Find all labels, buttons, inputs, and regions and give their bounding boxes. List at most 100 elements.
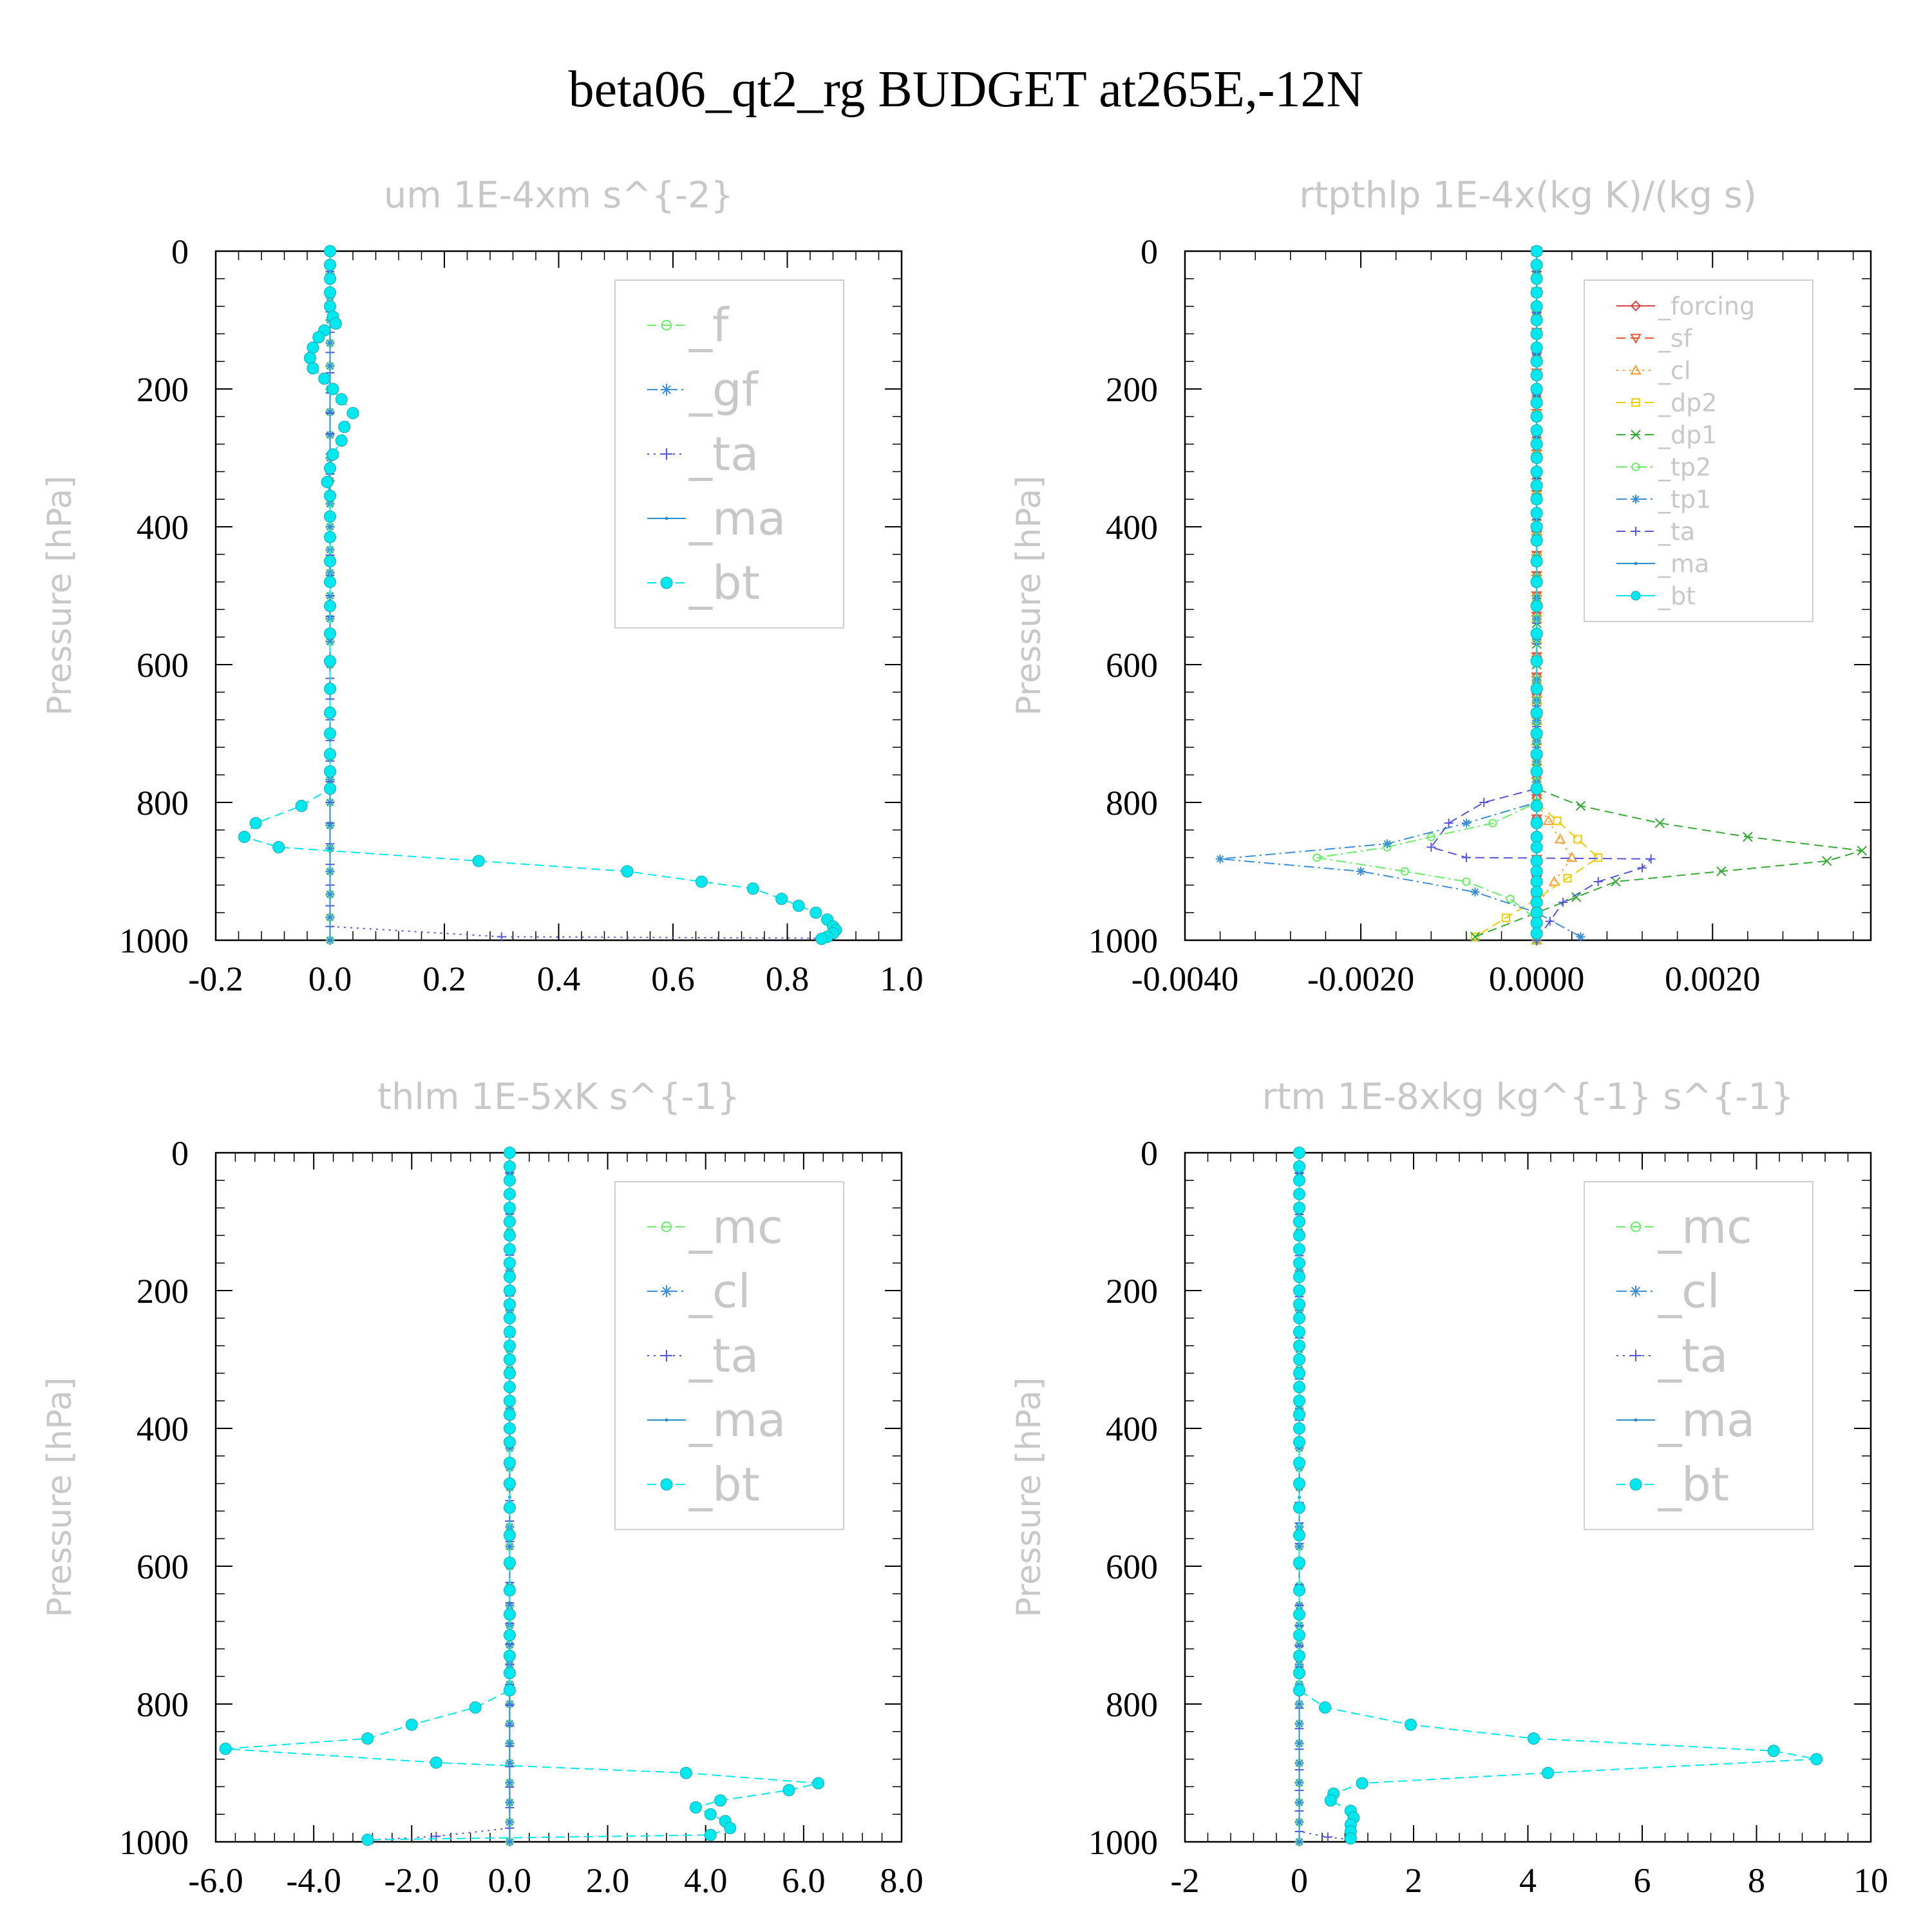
data-point — [430, 1756, 442, 1769]
legend-label: _gf — [688, 363, 759, 417]
data-point — [1530, 748, 1543, 761]
legend-label: _tp2 — [1658, 453, 1711, 481]
data-point — [1530, 831, 1543, 843]
data-point — [324, 286, 336, 299]
series-line — [1316, 251, 1538, 940]
series-bt — [238, 245, 842, 945]
data-point — [812, 1777, 825, 1790]
x-tick-label: 6.0 — [782, 1861, 826, 1900]
data-point — [1542, 815, 1555, 826]
data-point — [1383, 839, 1392, 849]
data-point — [1323, 1832, 1332, 1842]
data-point — [324, 706, 336, 719]
legend-marker — [665, 1418, 668, 1422]
legend-label: _bt — [688, 1457, 760, 1511]
legend-marker — [1630, 300, 1642, 312]
data-point — [1530, 258, 1543, 271]
data-point — [503, 1529, 516, 1542]
series-line — [372, 1153, 511, 1841]
plot-frame — [214, 1151, 903, 1843]
data-point — [324, 489, 336, 502]
data-point — [1293, 1684, 1305, 1697]
data-point — [503, 1501, 516, 1514]
data-point — [1576, 932, 1586, 942]
data-point — [1530, 507, 1543, 520]
data-point — [1344, 1832, 1357, 1845]
data-point — [324, 510, 336, 523]
y-axis-label: Pressure [hPa] — [41, 476, 79, 716]
legend-label: _bt — [1658, 1457, 1729, 1511]
legend-entry: _gf — [647, 363, 759, 417]
data-point — [1573, 835, 1582, 844]
figure-title: beta06_qt2_rg BUDGET at265E,-12N — [569, 61, 1364, 118]
data-point — [775, 893, 788, 905]
legend-entry: _mc — [1616, 1200, 1752, 1254]
legend-entry: _mc — [647, 1200, 783, 1254]
data-point — [503, 1188, 516, 1200]
legend-label: _ta — [688, 1329, 759, 1383]
data-point — [328, 594, 332, 598]
data-point — [1530, 896, 1543, 909]
data-point — [324, 627, 336, 640]
legend-marker — [661, 319, 672, 331]
data-point — [1293, 1422, 1305, 1435]
data-point — [679, 1766, 692, 1779]
legend-marker — [1631, 527, 1640, 536]
data-point — [1293, 1298, 1305, 1311]
y-tick-label: 600 — [137, 646, 189, 685]
legend-entry: _ma — [647, 491, 786, 545]
data-point — [1530, 479, 1543, 492]
x-tick-label: 0.2 — [422, 960, 466, 998]
data-point — [219, 1743, 232, 1756]
legend-marker — [1630, 364, 1642, 375]
data-point — [335, 434, 348, 447]
data-point — [704, 1808, 717, 1821]
legend-label: _tp1 — [1658, 485, 1711, 513]
data-point — [1545, 916, 1555, 926]
y-tick-label: 0 — [171, 232, 189, 271]
data-point — [1444, 819, 1454, 828]
legend-entry: _cl — [647, 1264, 751, 1318]
legend-entry: _ma — [1616, 549, 1709, 578]
data-point — [1558, 898, 1568, 907]
data-point — [1293, 1501, 1305, 1514]
data-point — [503, 1340, 516, 1352]
series-group — [1293, 1146, 1823, 1846]
x-tick-label: 0.0000 — [1489, 960, 1585, 998]
legend-entry: _sf — [1616, 324, 1693, 352]
data-point — [1530, 555, 1543, 567]
data-point — [1318, 1701, 1331, 1714]
legend-marker — [1630, 334, 1642, 345]
legend-label: _ma — [688, 1393, 786, 1447]
y-tick-label: 800 — [137, 1685, 189, 1724]
data-point — [1488, 819, 1497, 828]
legend-entry: _ta — [647, 427, 759, 481]
data-point — [1530, 245, 1543, 258]
data-point — [1530, 534, 1543, 547]
data-point — [1530, 706, 1543, 719]
data-point — [472, 855, 485, 867]
legend-entry: _dp1 — [1616, 421, 1717, 449]
x-tick-label: 0.0020 — [1665, 960, 1761, 998]
data-point — [1530, 600, 1543, 612]
data-point — [1638, 863, 1647, 873]
data-point — [1530, 272, 1543, 285]
panel-title: um 1E-4xm s^{-2} — [384, 175, 734, 216]
data-point — [1356, 867, 1366, 876]
data-point — [328, 938, 332, 942]
data-point — [1554, 833, 1566, 844]
data-point — [1530, 383, 1543, 395]
data-point — [503, 1271, 516, 1283]
x-tick-label: -6.0 — [188, 1861, 243, 1900]
legend-label: _forcing — [1658, 292, 1755, 320]
data-point — [1530, 841, 1543, 854]
data-point — [1293, 1667, 1305, 1680]
legend-marker — [1631, 430, 1641, 440]
data-point — [1293, 1608, 1305, 1621]
data-point — [1470, 933, 1480, 942]
legend-marker — [1629, 1478, 1642, 1491]
series-bt — [219, 1146, 825, 1846]
data-point — [1530, 655, 1543, 668]
data-point — [1530, 286, 1543, 299]
legend-label: _dp2 — [1658, 388, 1717, 417]
